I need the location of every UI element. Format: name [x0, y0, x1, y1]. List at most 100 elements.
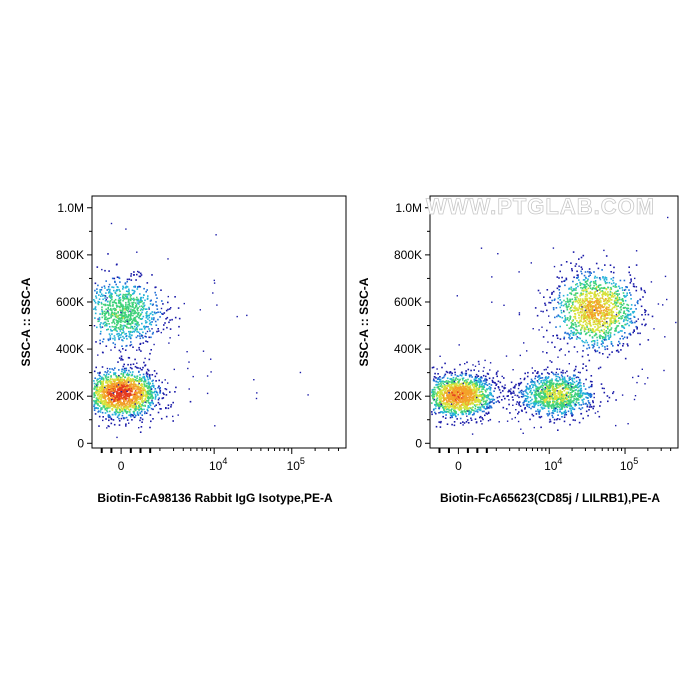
data-point	[448, 407, 450, 409]
data-point	[481, 383, 483, 386]
data-point	[576, 384, 578, 387]
data-point	[115, 316, 118, 318]
data-point	[111, 401, 114, 404]
data-point	[124, 385, 126, 388]
data-point	[557, 429, 559, 431]
data-point	[96, 399, 98, 401]
data-point	[548, 404, 551, 406]
data-point	[520, 391, 522, 394]
data-point	[471, 376, 473, 378]
data-point	[542, 391, 545, 394]
data-point	[588, 409, 590, 411]
data-point	[128, 357, 131, 359]
data-point	[102, 294, 105, 297]
data-point	[451, 379, 453, 382]
data-point	[553, 418, 556, 421]
data-point	[143, 305, 145, 307]
data-point	[107, 402, 109, 404]
data-point	[434, 403, 436, 406]
data-point	[479, 415, 482, 418]
outlier-point	[111, 399, 113, 401]
data-point	[165, 388, 168, 391]
data-point	[448, 411, 450, 413]
data-point	[570, 395, 573, 397]
data-point	[577, 395, 579, 397]
data-point	[94, 307, 96, 309]
data-point	[520, 381, 523, 384]
data-point	[481, 417, 483, 419]
data-point	[152, 391, 154, 394]
data-point	[464, 405, 466, 407]
data-point	[131, 405, 134, 408]
data-point	[599, 405, 601, 407]
data-point	[115, 410, 118, 413]
data-point	[437, 404, 440, 406]
data-point	[129, 405, 131, 408]
data-point	[473, 369, 475, 371]
data-point	[93, 299, 95, 301]
data-point	[555, 384, 558, 386]
data-point	[540, 415, 543, 418]
data-point	[148, 323, 151, 325]
data-point	[470, 389, 472, 391]
data-point	[125, 319, 128, 321]
data-point	[100, 326, 102, 329]
data-point	[119, 306, 121, 309]
data-point	[490, 392, 492, 395]
data-point	[451, 382, 453, 384]
data-point	[534, 404, 536, 406]
data-point	[556, 380, 559, 382]
data-point	[150, 336, 152, 339]
data-point	[566, 391, 568, 394]
data-point	[578, 421, 581, 424]
data-point	[441, 377, 444, 379]
data-point	[147, 318, 149, 320]
data-point	[109, 397, 112, 400]
data-point	[433, 380, 436, 382]
data-point	[108, 389, 110, 391]
data-point	[97, 302, 99, 305]
data-point	[149, 313, 152, 315]
data-point	[128, 397, 131, 399]
data-point	[106, 401, 109, 404]
data-point	[101, 316, 104, 319]
data-point	[133, 412, 135, 414]
data-point	[467, 393, 470, 395]
outlier-point	[491, 301, 493, 303]
data-point	[127, 381, 129, 383]
data-point	[565, 401, 568, 404]
data-point	[475, 384, 477, 387]
data-point	[107, 398, 109, 400]
data-point	[94, 402, 97, 404]
data-point	[580, 412, 583, 415]
data-point	[577, 386, 580, 388]
data-point	[456, 394, 459, 396]
data-point	[101, 308, 103, 311]
data-point	[450, 396, 452, 398]
data-point	[539, 404, 541, 406]
data-point	[130, 387, 133, 390]
data-point	[483, 407, 486, 409]
data-point	[115, 404, 118, 406]
outlier-point	[172, 415, 174, 418]
data-point	[487, 395, 490, 398]
data-point	[606, 395, 609, 397]
data-point	[584, 388, 587, 390]
data-point	[564, 383, 566, 385]
data-point	[131, 394, 134, 396]
data-point	[530, 378, 533, 381]
data-point	[139, 398, 142, 401]
data-point	[436, 386, 438, 389]
data-point	[464, 406, 467, 409]
data-point	[555, 403, 558, 405]
data-point	[96, 326, 98, 329]
data-point	[124, 393, 127, 395]
data-point	[477, 375, 479, 377]
data-point	[149, 392, 152, 395]
data-point	[118, 400, 121, 403]
data-point	[529, 386, 531, 388]
data-point	[105, 401, 107, 404]
data-point	[141, 379, 143, 382]
data-point	[478, 386, 480, 389]
outlier-point	[307, 394, 309, 396]
